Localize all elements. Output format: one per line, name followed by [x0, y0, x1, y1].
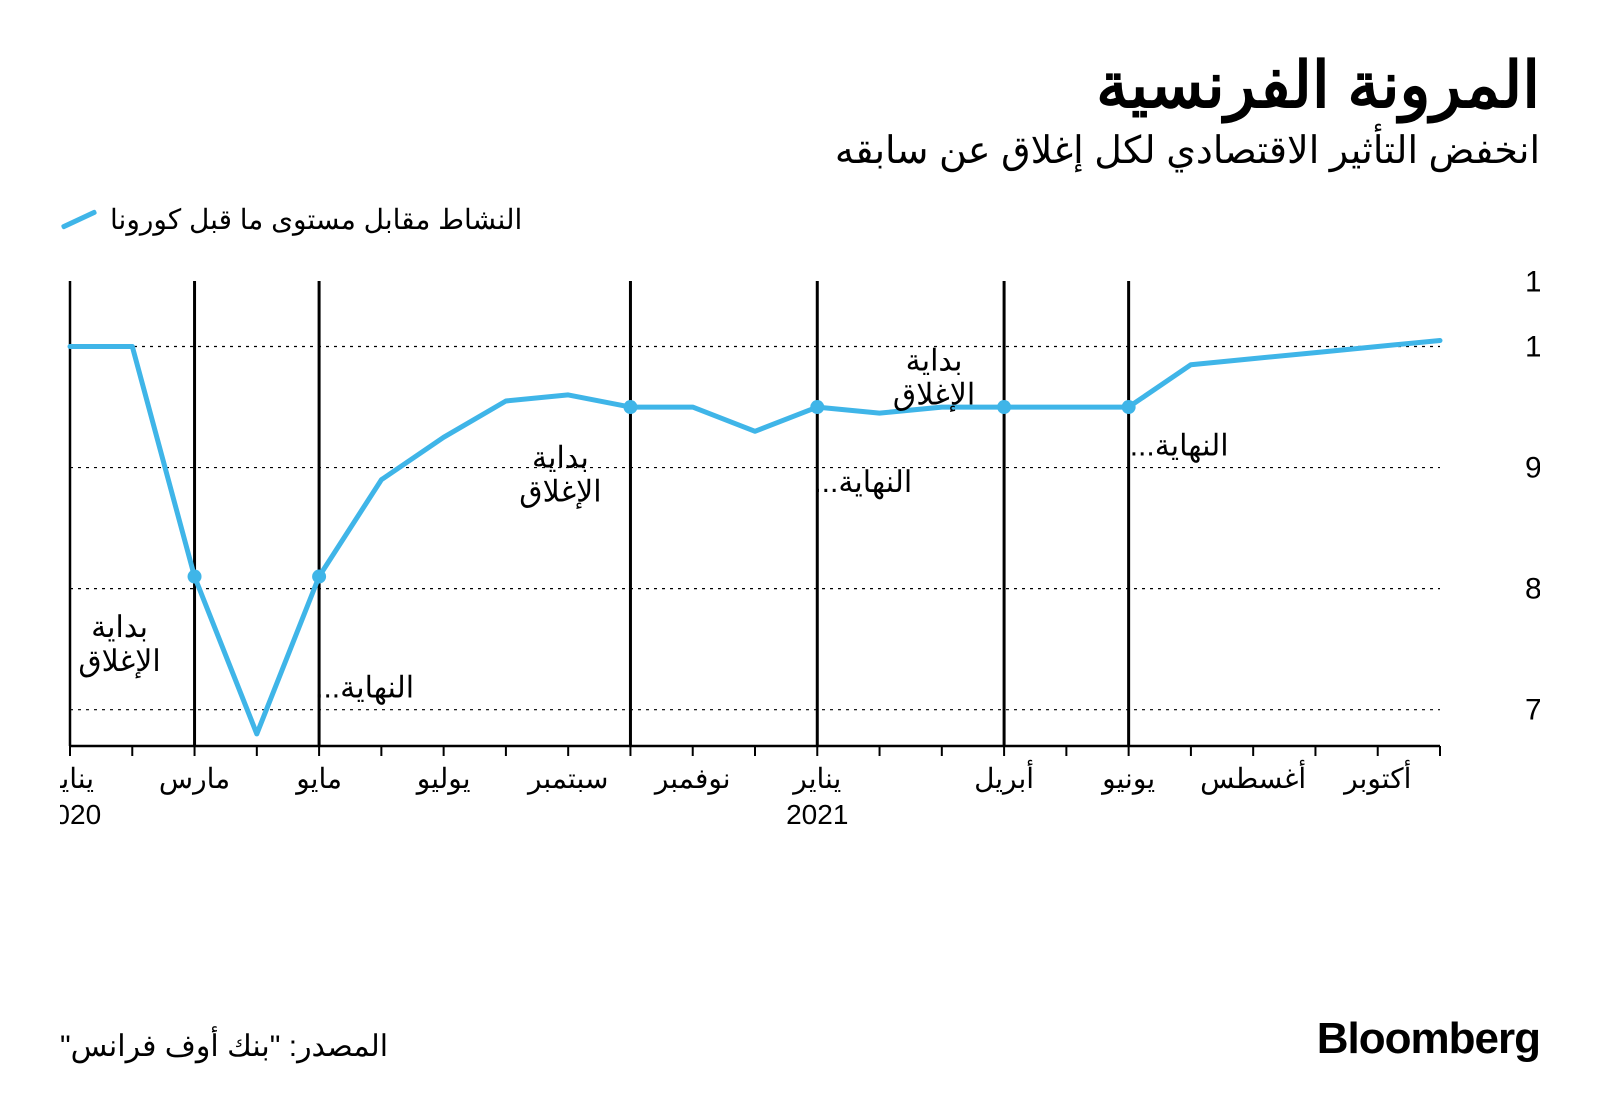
line-chart-svg: 100% 100 90 80 70 يناير 2020 مارس مايو يوليو سبتمب…: [60, 246, 1540, 866]
svg-text:يونيو: يونيو: [1100, 763, 1155, 795]
svg-text:مايو: مايو: [294, 763, 342, 795]
svg-text:أغسطس: أغسطس: [1200, 760, 1306, 795]
chart-title: المرونة الفرنسية: [60, 50, 1540, 120]
svg-text:2021: 2021: [786, 799, 848, 830]
svg-text:يوليو: يوليو: [415, 763, 471, 795]
source-text: المصدر: "بنك أوف فرانس": [60, 1029, 388, 1064]
legend: النشاط مقابل مستوى ما قبل كورونا: [60, 203, 1540, 236]
legend-label: النشاط مقابل مستوى ما قبل كورونا: [110, 203, 522, 236]
legend-swatch: [61, 210, 98, 231]
svg-text:90: 90: [1525, 452, 1540, 485]
brand-logo: Bloomberg: [1317, 1014, 1540, 1064]
svg-text:النهاية...: النهاية...: [315, 672, 414, 706]
svg-text:الإغلاق: الإغلاق: [893, 379, 975, 413]
svg-text:النهاية...: النهاية...: [1130, 430, 1229, 464]
svg-text:100: 100: [1525, 331, 1540, 364]
chart-area: 100% 100 90 80 70 يناير 2020 مارس مايو يوليو سبتمب…: [60, 246, 1540, 866]
svg-text:70: 70: [1525, 694, 1540, 727]
svg-text:الإغلاق: الإغلاق: [519, 476, 601, 510]
svg-text:بداية: بداية: [91, 611, 148, 644]
svg-text:سبتمبر: سبتمبر: [526, 763, 608, 795]
svg-text:أبريل: أبريل: [974, 760, 1034, 795]
svg-text:100%: 100%: [1525, 266, 1540, 299]
svg-text:يناير: يناير: [791, 763, 841, 795]
svg-text:الإغلاق: الإغلاق: [78, 645, 160, 679]
svg-text:النهاية...: النهاية...: [813, 466, 912, 500]
svg-text:بداية: بداية: [532, 442, 589, 475]
svg-text:نوفمبر: نوفمبر: [653, 763, 731, 795]
svg-text:أكتوبر: أكتوبر: [1342, 760, 1411, 795]
svg-text:بداية: بداية: [906, 345, 963, 378]
svg-text:80: 80: [1525, 573, 1540, 606]
chart-subtitle: انخفض التأثير الاقتصادي لكل إغلاق عن ساب…: [60, 128, 1540, 173]
svg-text:يناير: يناير: [60, 763, 94, 795]
svg-text:مارس: مارس: [159, 763, 230, 795]
svg-text:2020: 2020: [60, 799, 101, 830]
